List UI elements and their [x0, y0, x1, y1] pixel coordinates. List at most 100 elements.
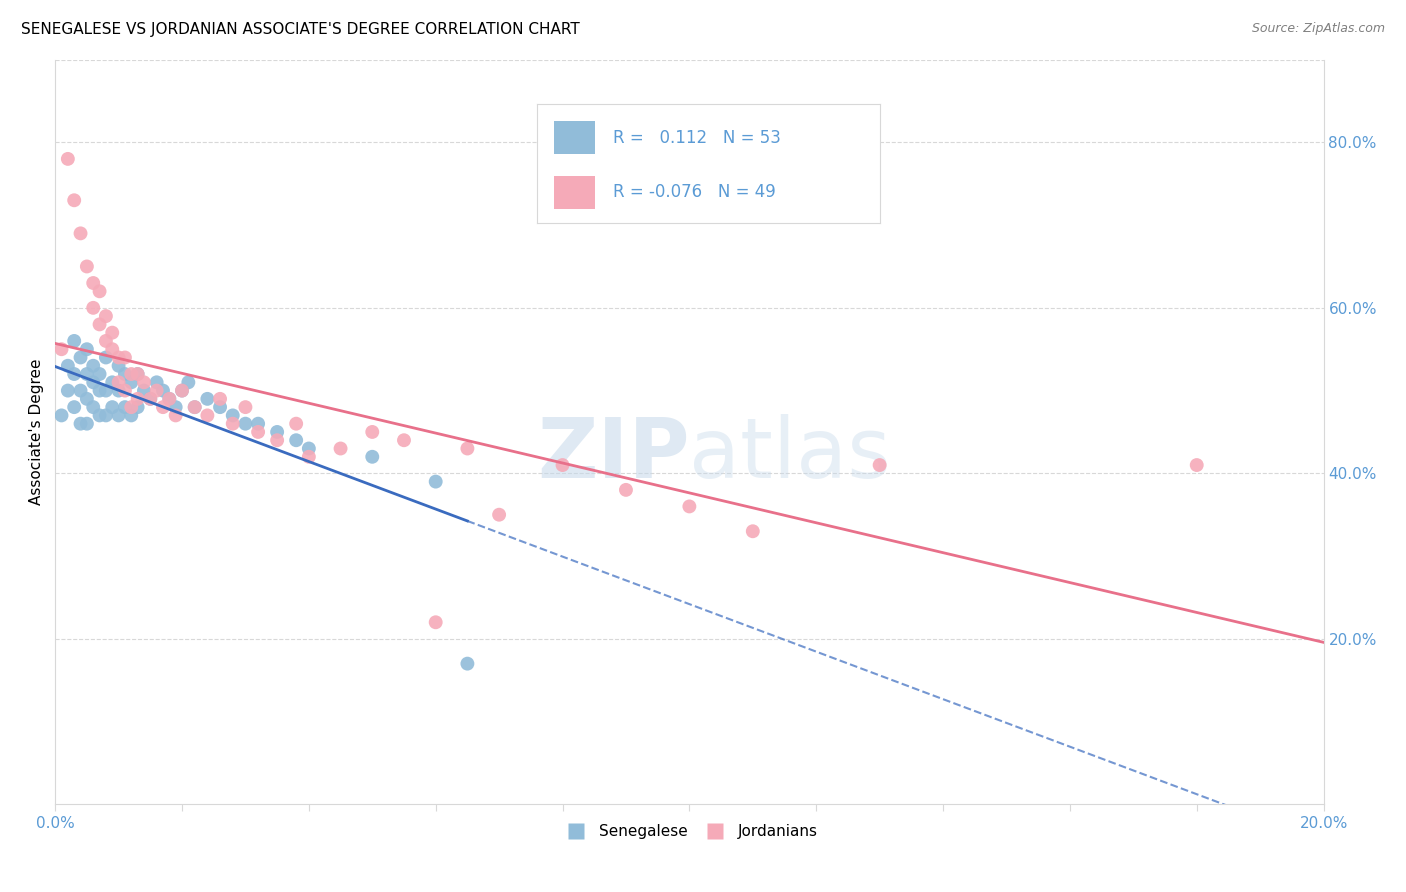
Point — [247, 425, 270, 439]
Point — [614, 483, 637, 497]
Point — [76, 342, 98, 356]
Point — [51, 409, 73, 423]
Point — [456, 442, 478, 456]
Point — [94, 409, 117, 423]
Point — [120, 376, 142, 390]
Point — [114, 384, 136, 398]
Point — [456, 657, 478, 671]
Point — [82, 359, 104, 373]
Point — [285, 417, 308, 431]
Point — [488, 508, 510, 522]
Point — [139, 392, 162, 406]
Point — [195, 392, 218, 406]
Point — [361, 450, 384, 464]
Point — [94, 351, 117, 365]
Point — [132, 376, 155, 390]
Point — [69, 417, 91, 431]
Point — [170, 384, 193, 398]
Point — [152, 400, 174, 414]
Point — [165, 409, 187, 423]
Point — [222, 409, 245, 423]
Point — [425, 615, 447, 630]
Point — [139, 392, 162, 406]
Point — [107, 351, 129, 365]
Point — [63, 194, 86, 208]
Point — [76, 417, 98, 431]
Point — [56, 384, 79, 398]
Point — [51, 342, 73, 356]
Point — [741, 524, 763, 539]
Point — [69, 351, 91, 365]
Point — [82, 301, 104, 315]
Point — [94, 384, 117, 398]
Point — [1185, 458, 1208, 472]
Point — [209, 392, 232, 406]
Point — [361, 425, 384, 439]
Point — [869, 458, 891, 472]
Point — [120, 367, 142, 381]
Text: atlas: atlas — [689, 414, 891, 495]
Point — [285, 434, 308, 448]
Point — [89, 384, 111, 398]
Point — [127, 367, 149, 381]
Point — [94, 309, 117, 323]
Point — [101, 376, 124, 390]
Point — [56, 152, 79, 166]
Point — [82, 400, 104, 414]
Point — [298, 450, 321, 464]
Point — [76, 367, 98, 381]
Point — [157, 392, 180, 406]
Point — [114, 351, 136, 365]
Point — [329, 442, 352, 456]
Point — [170, 384, 193, 398]
Point — [101, 400, 124, 414]
Point — [247, 417, 270, 431]
Point — [107, 409, 129, 423]
Point — [235, 417, 257, 431]
Text: Source: ZipAtlas.com: Source: ZipAtlas.com — [1251, 22, 1385, 36]
Point — [76, 392, 98, 406]
Point — [165, 400, 187, 414]
Point — [209, 400, 232, 414]
Point — [63, 367, 86, 381]
Point — [235, 400, 257, 414]
Point — [266, 434, 288, 448]
Point — [195, 409, 218, 423]
Point — [266, 425, 288, 439]
Point — [69, 227, 91, 241]
Point — [114, 367, 136, 381]
Point — [127, 367, 149, 381]
Point — [152, 384, 174, 398]
Point — [89, 285, 111, 299]
Point — [101, 326, 124, 340]
Point — [89, 409, 111, 423]
Legend: Senegalese, Jordanians: Senegalese, Jordanians — [554, 818, 824, 845]
Point — [127, 392, 149, 406]
Point — [551, 458, 574, 472]
Text: SENEGALESE VS JORDANIAN ASSOCIATE'S DEGREE CORRELATION CHART: SENEGALESE VS JORDANIAN ASSOCIATE'S DEGR… — [21, 22, 579, 37]
Point — [127, 400, 149, 414]
Point — [120, 409, 142, 423]
Point — [157, 392, 180, 406]
Point — [183, 400, 205, 414]
Point — [298, 442, 321, 456]
Point — [69, 384, 91, 398]
Point — [392, 434, 415, 448]
Point — [89, 367, 111, 381]
Point — [94, 334, 117, 348]
Point — [56, 359, 79, 373]
Point — [63, 334, 86, 348]
Point — [120, 400, 142, 414]
Point — [145, 384, 167, 398]
Text: ZIP: ZIP — [537, 414, 689, 495]
Point — [183, 400, 205, 414]
Point — [177, 376, 200, 390]
Point — [145, 376, 167, 390]
Point — [82, 376, 104, 390]
Point — [107, 376, 129, 390]
Point — [425, 475, 447, 489]
Point — [132, 384, 155, 398]
Point — [89, 318, 111, 332]
Point — [222, 417, 245, 431]
Point — [101, 342, 124, 356]
